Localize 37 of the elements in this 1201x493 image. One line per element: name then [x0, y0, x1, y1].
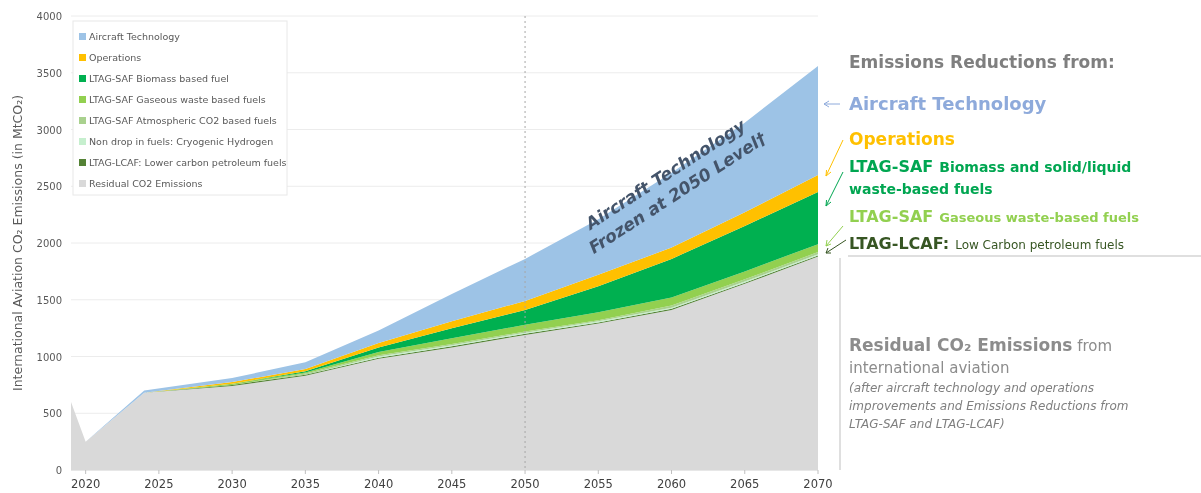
- text: LTAG-SAF Biomass and solid/liquid waste-based fuels: [849, 157, 1132, 197]
- text: Residual CO₂ Emissions from international aviation: [849, 335, 1113, 377]
- text: Operations: [849, 129, 955, 149]
- y-tick-label: 2000: [36, 238, 62, 249]
- legend-label: Operations: [89, 52, 142, 63]
- y-tick-label: 3000: [36, 124, 62, 136]
- x-tick-label: 2020: [71, 477, 101, 491]
- legend-label: LTAG-LCAF: Lower carbon petroleum fuels: [89, 157, 287, 168]
- x-tick-label: 2070: [803, 477, 833, 491]
- x-tick-label: 2065: [730, 477, 760, 491]
- x-tick-label: 2050: [510, 477, 540, 491]
- y-tick-label: 3500: [36, 67, 62, 79]
- x-tick-label: 2045: [437, 477, 467, 491]
- text: Aircraft Technology: [849, 93, 1047, 114]
- y-tick-label: 500: [42, 408, 62, 420]
- text: (after aircraft technology and operations improvements and Emissions Reductions from LTAG-SAF and LTAG-LCAF): [849, 381, 1129, 431]
- y-tick-label: 4000: [36, 11, 62, 22]
- x-tick-label: 2025: [144, 477, 174, 491]
- text: LTAG-SAF Gaseous waste-based fuels: [849, 207, 1140, 226]
- text: Emissions Reductions from:: [849, 52, 1115, 72]
- legend-label: Non drop in fuels: Cryogenic Hydrogen: [89, 136, 274, 147]
- legend-label: Residual CO2 Emissions: [89, 178, 203, 189]
- x-tick-label: 2055: [583, 477, 613, 491]
- y-axis-title: International Aviation CO₂ Emissions (in MtCO₂): [10, 94, 25, 392]
- legend-label: LTAG-SAF Biomass based fuel: [89, 73, 229, 84]
- x-tick-label: 2060: [656, 477, 687, 491]
- legend-label: Aircraft Technology: [89, 31, 181, 42]
- x-tick-label: 2040: [363, 477, 394, 491]
- text: LTAG-LCAF: Low Carbon petroleum fuels: [849, 234, 1124, 253]
- y-tick-label: 1500: [36, 294, 62, 306]
- legend-label: LTAG-SAF Gaseous waste based fuels: [89, 94, 266, 105]
- y-tick-label: 1000: [36, 351, 62, 363]
- y-tick-label: 0: [55, 465, 62, 476]
- x-tick-label: 2030: [217, 477, 247, 491]
- y-tick-label: 2500: [36, 181, 62, 193]
- x-tick-label: 2035: [290, 477, 320, 491]
- legend-label: LTAG-SAF Atmospheric CO2 based fuels: [89, 115, 277, 126]
